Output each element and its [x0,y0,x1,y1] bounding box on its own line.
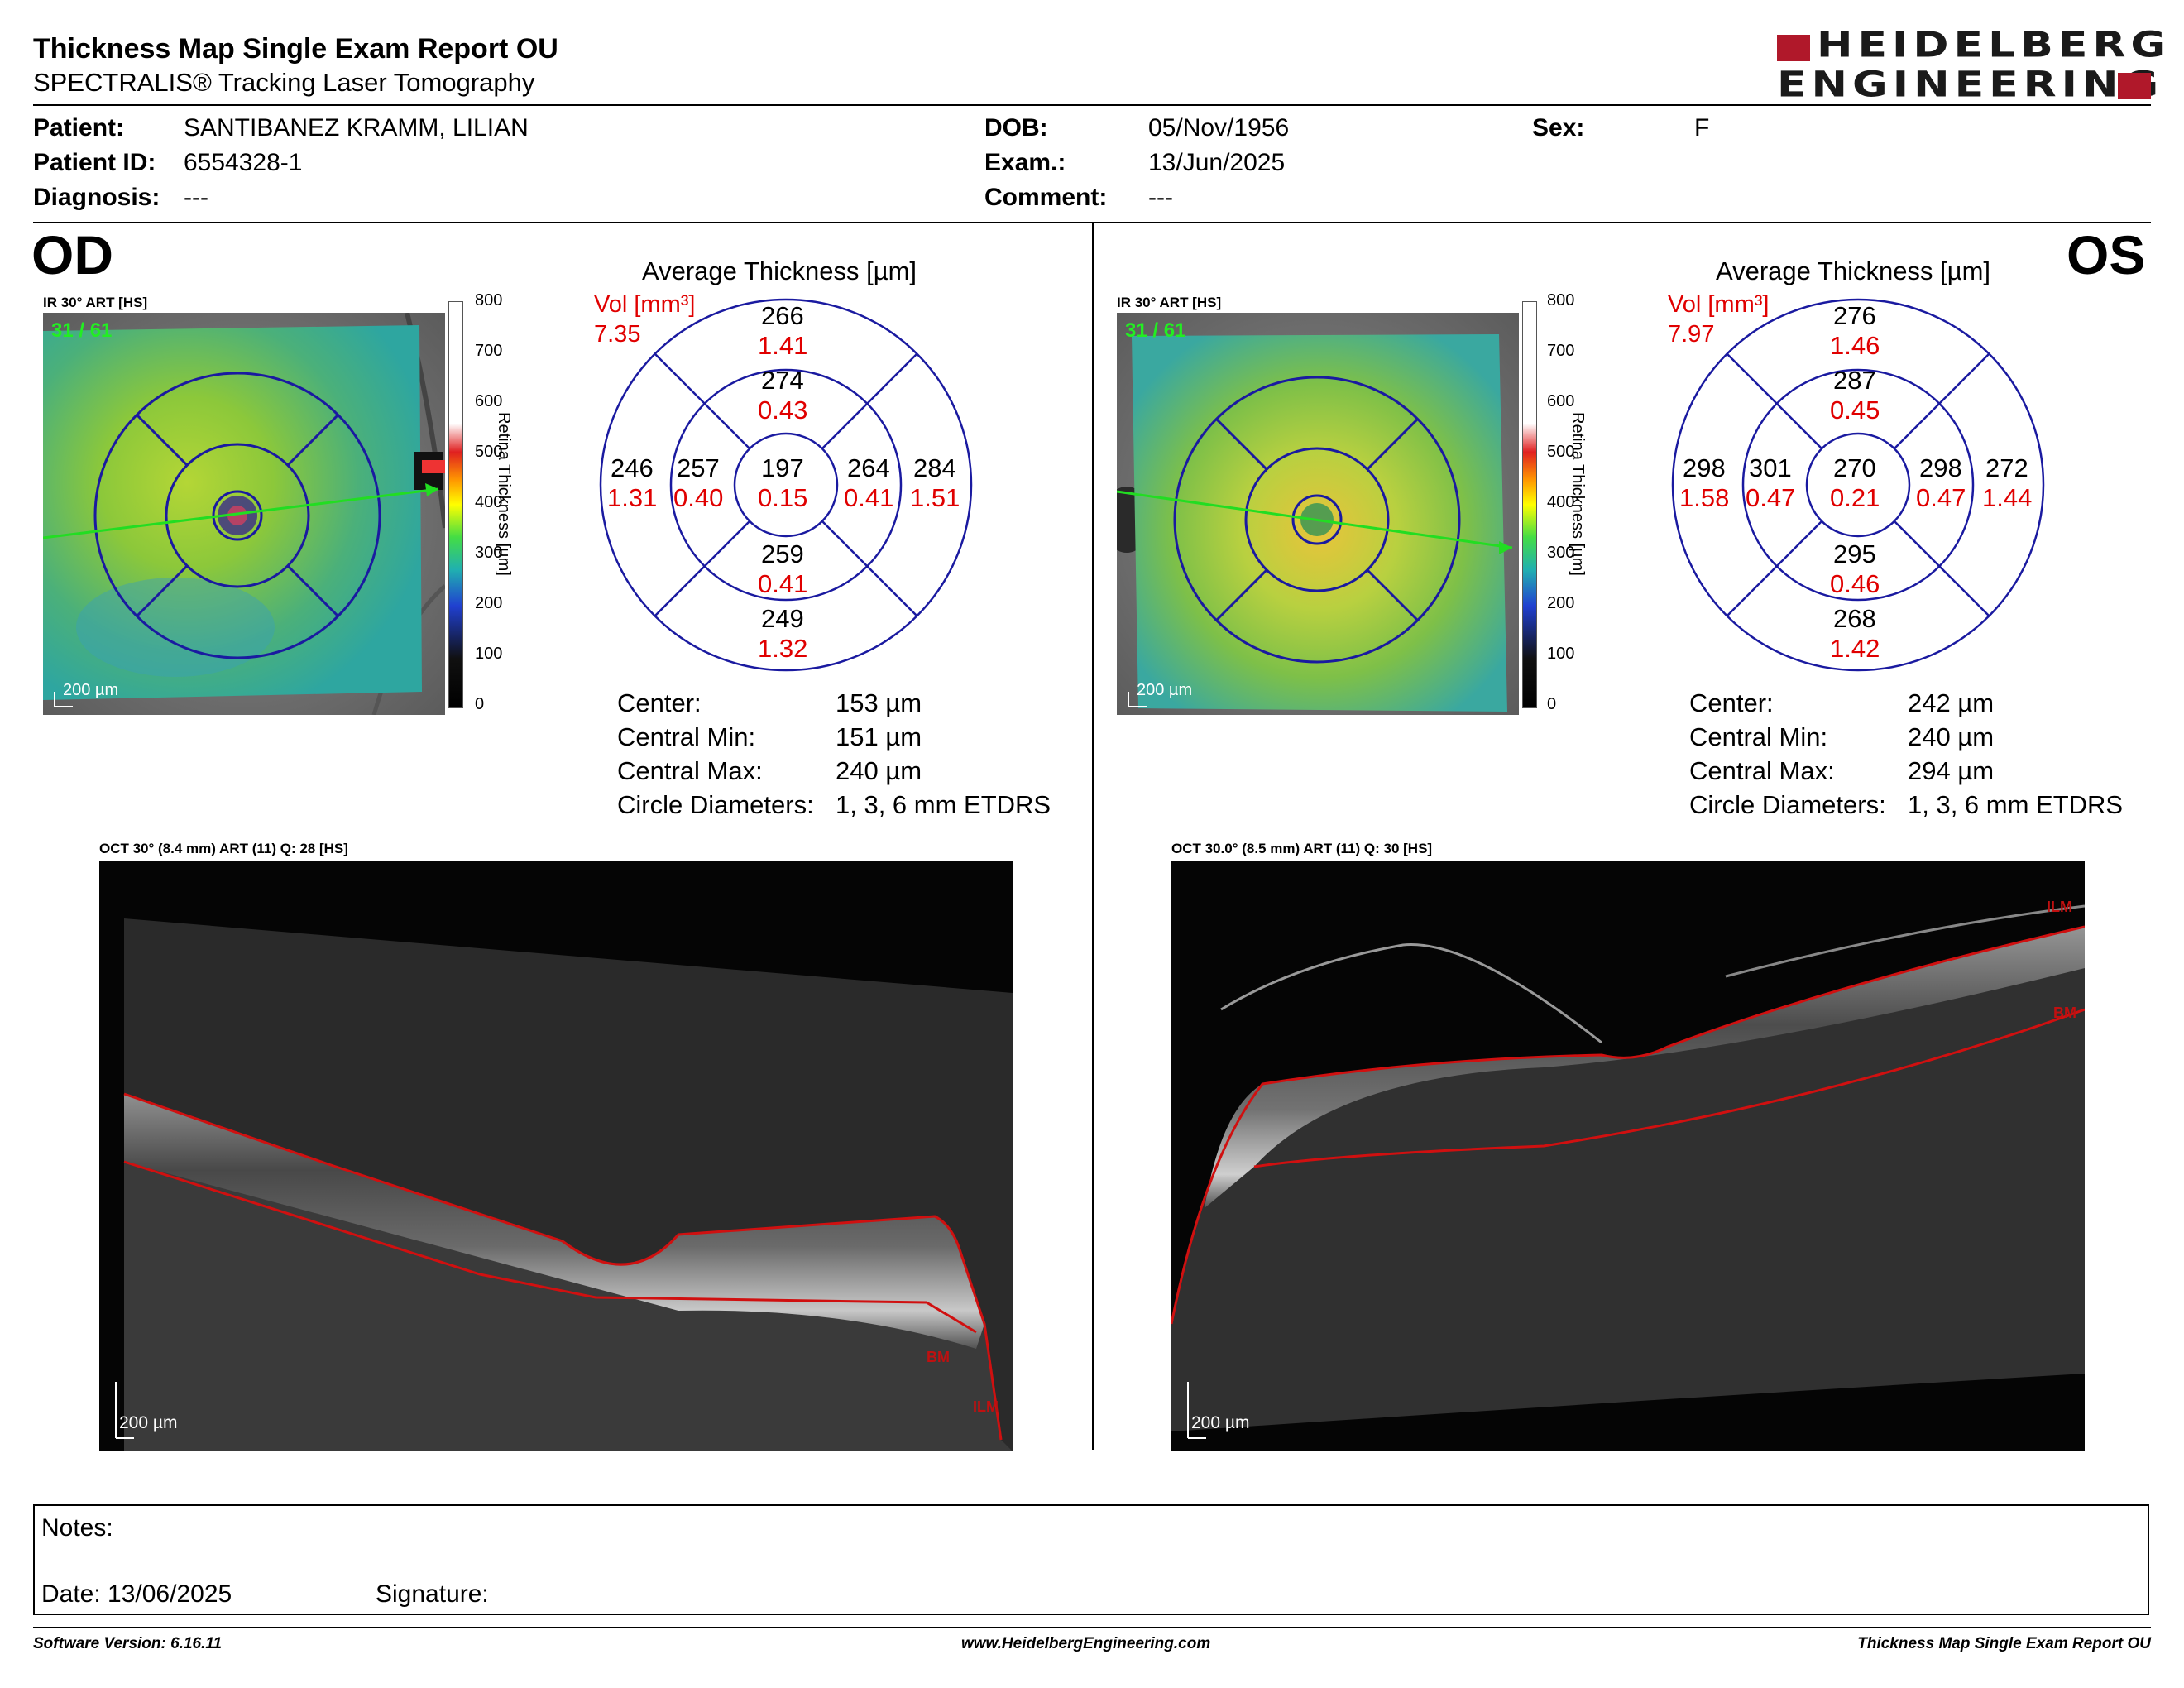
od-eye-label: OD [31,224,113,285]
patient-id: 6554328-1 [184,149,303,176]
od-oct-label: OCT 30° (8.4 mm) ART (11) Q: 28 [HS] [99,841,348,856]
report-title: Thickness Map Single Exam Report OU [33,33,558,65]
os-oct-bm-label: BM [2053,1005,2076,1021]
os-oct-bscan [1171,861,2085,1451]
od-thickness-map [43,313,445,715]
exam-date: 13/Jun/2025 [1148,149,1286,176]
od-oct-bscan [99,861,1013,1451]
dob: 05/Nov/1956 [1148,114,1290,141]
od-vol-label: Vol [mm³] [594,291,696,318]
os-oct-ilm-label: ILM [2047,899,2072,915]
comment: --- [1148,184,1173,211]
footer-software-version: Software Version: 6.16.11 [33,1635,223,1652]
od-etdrs-grid [599,298,973,672]
footer-website: www.HeidelbergEngineering.com [961,1635,1211,1652]
od-ir-label: IR 30° ART [HS] [43,295,148,310]
os-oct-scale: 200 µm [1191,1413,1250,1432]
os-oct-label: OCT 30.0° (8.5 mm) ART (11) Q: 30 [HS] [1171,841,1433,856]
footer-report-name: Thickness Map Single Exam Report OU [1857,1635,2151,1652]
signature-label: Signature: [376,1580,489,1608]
notes-box[interactable]: Notes: Date: 13/06/2025 Signature: [33,1504,2149,1615]
os-grid-title: Average Thickness [µm] [1716,257,1991,285]
od-grid-title: Average Thickness [µm] [642,257,917,285]
sex: F [1694,114,1710,141]
od-oct-scale: 200 µm [119,1413,178,1432]
od-map-scale: 200 µm [63,681,119,699]
report-subtitle: SPECTRALIS® Tracking Laser Tomography [33,68,535,97]
od-oct-ilm-label: ILM [973,1398,999,1415]
os-ir-label: IR 30° ART [HS] [1117,295,1222,310]
os-eye-label: OS [2067,224,2146,285]
os-vol-value: 7.97 [1668,321,1715,348]
os-thickness-map [1117,313,1519,715]
od-frame-count: 31 / 61 [51,319,113,342]
os-etdrs-grid [1671,298,2045,672]
od-vol-value: 7.35 [594,321,641,348]
notes-label: Notes: [41,1514,113,1542]
date-label: Date: 13/06/2025 [41,1580,232,1608]
od-oct-bm-label: BM [927,1349,950,1365]
os-vol-label: Vol [mm³] [1668,291,1770,318]
diagnosis: --- [184,184,208,211]
os-frame-count: 31 / 61 [1125,319,1186,342]
patient-name: SANTIBANEZ KRAMM, LILIAN [184,114,529,141]
os-map-scale: 200 µm [1137,681,1193,699]
